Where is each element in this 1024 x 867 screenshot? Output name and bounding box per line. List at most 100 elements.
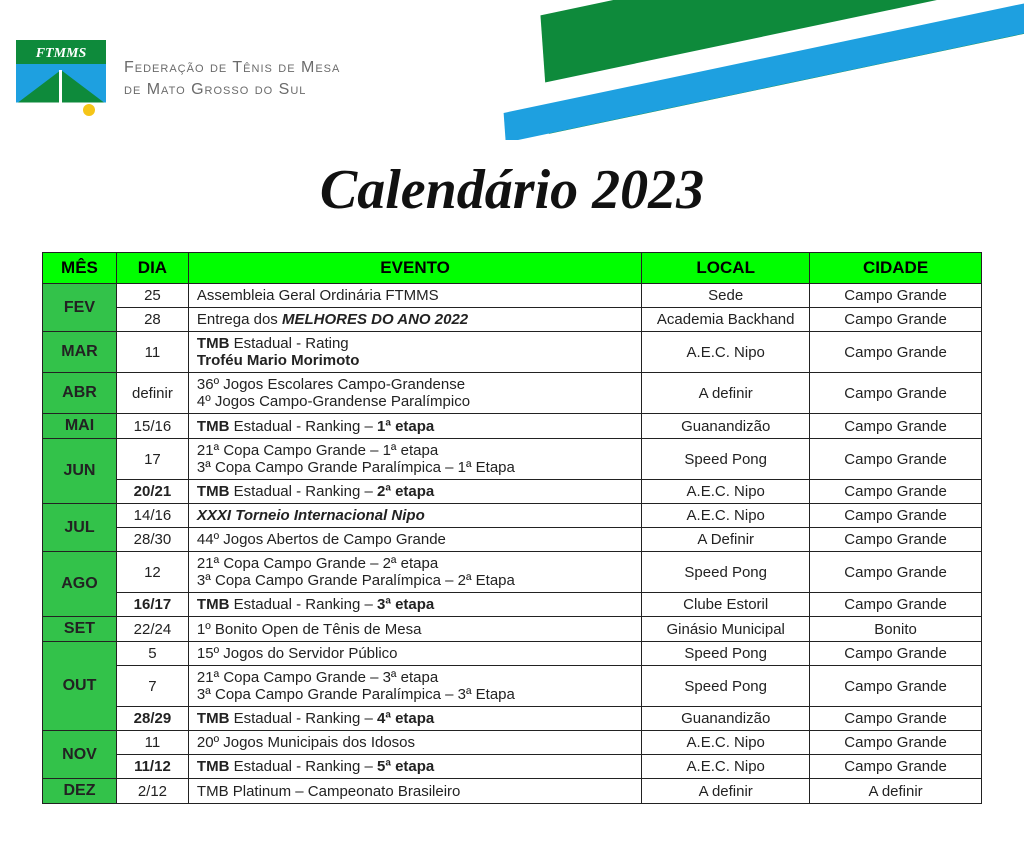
event-text: Estadual - Ranking – — [229, 758, 377, 775]
day-cell: 28/30 — [116, 528, 188, 552]
cidade-cell: Campo Grande — [810, 666, 982, 707]
event-cell: TMB Estadual - RatingTroféu Mario Morimo… — [188, 332, 641, 373]
local-cell: A.E.C. Nipo — [642, 731, 810, 755]
event-text: 3ª etapa — [377, 596, 434, 613]
day-cell: 2/12 — [116, 779, 188, 804]
event-cell: TMB Estadual - Ranking – 1ª etapa — [188, 414, 641, 439]
event-text: MELHORES DO ANO 2022 — [282, 311, 468, 328]
event-cell: TMB Estadual - Ranking – 2ª etapa — [188, 480, 641, 504]
event-text: 3ª Copa Campo Grande Paralímpica – 1ª Et… — [197, 459, 515, 476]
month-cell: NOV — [43, 731, 117, 779]
day-cell: 11 — [116, 332, 188, 373]
cidade-cell: Campo Grande — [810, 528, 982, 552]
table-row: 16/17TMB Estadual - Ranking – 3ª etapaCl… — [43, 593, 982, 617]
th-local: LOCAL — [642, 253, 810, 284]
event-text: 3ª Copa Campo Grande Paralímpica – 3ª Et… — [197, 686, 515, 703]
cidade-cell: Campo Grande — [810, 439, 982, 480]
event-text: 2ª etapa — [377, 483, 434, 500]
event-text: Entrega dos — [197, 311, 282, 328]
local-cell: Speed Pong — [642, 642, 810, 666]
local-cell: A.E.C. Nipo — [642, 504, 810, 528]
event-cell: 20º Jogos Municipais dos Idosos — [188, 731, 641, 755]
month-cell: AGO — [43, 552, 117, 617]
day-cell: 25 — [116, 284, 188, 308]
cidade-cell: Campo Grande — [810, 332, 982, 373]
event-text: Estadual - Ranking – — [229, 596, 377, 613]
day-cell: 20/21 — [116, 480, 188, 504]
day-cell: 11/12 — [116, 755, 188, 779]
cidade-cell: Campo Grande — [810, 284, 982, 308]
table-row: 28Entrega dos MELHORES DO ANO 2022Academ… — [43, 308, 982, 332]
cidade-cell: Campo Grande — [810, 707, 982, 731]
table-row: MAR11TMB Estadual - RatingTroféu Mario M… — [43, 332, 982, 373]
event-cell: 44º Jogos Abertos de Campo Grande — [188, 528, 641, 552]
cidade-cell: Bonito — [810, 617, 982, 642]
cidade-cell: Campo Grande — [810, 373, 982, 414]
month-cell: ABR — [43, 373, 117, 414]
month-cell: MAI — [43, 414, 117, 439]
event-text: 15º Jogos do Servidor Público — [197, 645, 398, 662]
local-cell: Guanandizão — [642, 414, 810, 439]
table-row: FEV25Assembleia Geral Ordinária FTMMSSed… — [43, 284, 982, 308]
page-header: FTMMS Federação de Tênis de Mesa de Mato… — [0, 0, 1024, 140]
local-cell: Ginásio Municipal — [642, 617, 810, 642]
event-text: 4ª etapa — [377, 710, 434, 727]
local-cell: Speed Pong — [642, 552, 810, 593]
event-cell: 36º Jogos Escolares Campo-Grandense4º Jo… — [188, 373, 641, 414]
cidade-cell: Campo Grande — [810, 308, 982, 332]
day-cell: 14/16 — [116, 504, 188, 528]
day-cell: 28/29 — [116, 707, 188, 731]
event-text: 20º Jogos Municipais dos Idosos — [197, 734, 415, 751]
local-cell: A definir — [642, 779, 810, 804]
ftmms-logo: FTMMS — [16, 40, 106, 118]
cidade-cell: A definir — [810, 779, 982, 804]
cidade-cell: Campo Grande — [810, 414, 982, 439]
local-cell: Clube Estoril — [642, 593, 810, 617]
day-cell: 11 — [116, 731, 188, 755]
cidade-cell: Campo Grande — [810, 731, 982, 755]
table-header-row: MÊS DIA EVENTO LOCAL CIDADE — [43, 253, 982, 284]
logo-text: FTMMS — [35, 46, 87, 61]
day-cell: definir — [116, 373, 188, 414]
table-row: 20/21TMB Estadual - Ranking – 2ª etapaA.… — [43, 480, 982, 504]
table-row: NOV1120º Jogos Municipais dos IdososA.E.… — [43, 731, 982, 755]
month-cell: OUT — [43, 642, 117, 731]
event-text: XXXI Torneio Internacional Nipo — [197, 507, 425, 524]
event-cell: 1º Bonito Open de Tênis de Mesa — [188, 617, 641, 642]
event-cell: TMB Platinum – Campeonato Brasileiro — [188, 779, 641, 804]
table-row: JUN1721ª Copa Campo Grande – 1ª etapa3ª … — [43, 439, 982, 480]
event-text: 1º Bonito Open de Tênis de Mesa — [197, 621, 422, 638]
month-cell: JUN — [43, 439, 117, 504]
event-cell: 15º Jogos do Servidor Público — [188, 642, 641, 666]
local-cell: Speed Pong — [642, 439, 810, 480]
month-cell: FEV — [43, 284, 117, 332]
th-cidade: CIDADE — [810, 253, 982, 284]
event-text: 3ª Copa Campo Grande Paralímpica – 2ª Et… — [197, 572, 515, 589]
day-cell: 22/24 — [116, 617, 188, 642]
table-row: DEZ2/12TMB Platinum – Campeonato Brasile… — [43, 779, 982, 804]
table-row: JUL14/16XXXI Torneio Internacional NipoA… — [43, 504, 982, 528]
calendar-table: MÊS DIA EVENTO LOCAL CIDADE FEV25 Assembl… — [42, 252, 982, 804]
cidade-cell: Campo Grande — [810, 552, 982, 593]
event-cell: Assembleia Geral Ordinária FTMMS — [188, 284, 641, 308]
event-text: Assembleia Geral Ordinária FTMMS — [197, 287, 439, 304]
table-row: SET22/241º Bonito Open de Tênis de MesaG… — [43, 617, 982, 642]
event-text: Estadual - Ranking – — [229, 483, 377, 500]
day-cell: 7 — [116, 666, 188, 707]
page-title: Calendário 2023 — [0, 158, 1024, 222]
table-row: 11/12TMB Estadual - Ranking – 5ª etapaA.… — [43, 755, 982, 779]
event-text: 1ª etapa — [377, 418, 434, 435]
cidade-cell: Campo Grande — [810, 755, 982, 779]
event-text: 4º Jogos Campo-Grandense Paralímpico — [197, 393, 470, 410]
local-cell: A Definir — [642, 528, 810, 552]
local-cell: Sede — [642, 284, 810, 308]
event-text: 21ª Copa Campo Grande – 3ª etapa — [197, 669, 438, 686]
th-evento: EVENTO — [188, 253, 641, 284]
day-cell: 5 — [116, 642, 188, 666]
event-text: 36º Jogos Escolares Campo-Grandense — [197, 376, 465, 393]
event-cell: 21ª Copa Campo Grande – 2ª etapa3ª Copa … — [188, 552, 641, 593]
local-cell: A.E.C. Nipo — [642, 332, 810, 373]
event-cell: XXXI Torneio Internacional Nipo — [188, 504, 641, 528]
event-text: TMB Platinum – Campeonato Brasileiro — [197, 783, 460, 800]
event-text: TMB — [197, 335, 230, 352]
